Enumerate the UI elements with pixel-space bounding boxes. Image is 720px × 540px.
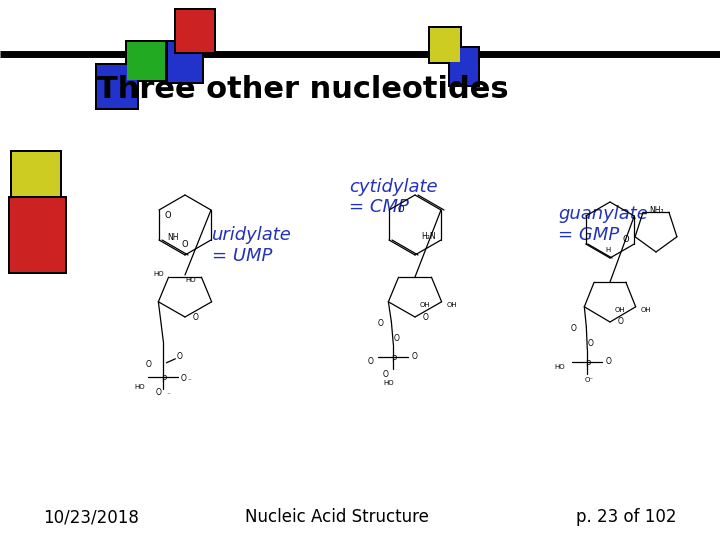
Text: O: O — [156, 388, 161, 397]
Text: O: O — [606, 357, 611, 366]
Text: O: O — [377, 319, 383, 328]
Text: P: P — [161, 375, 166, 384]
Text: O: O — [367, 357, 374, 366]
Text: cytidylate
= CMP: cytidylate = CMP — [349, 178, 438, 217]
Bar — [166, 40, 204, 84]
Bar — [430, 28, 460, 62]
Bar — [127, 42, 165, 80]
Bar — [168, 42, 202, 82]
Text: P: P — [585, 360, 590, 369]
Bar — [95, 63, 139, 110]
Text: O: O — [193, 313, 199, 321]
Text: OH: OH — [420, 302, 431, 308]
Text: OH: OH — [446, 302, 457, 308]
Text: HO: HO — [554, 364, 565, 370]
Text: 10/23/2018: 10/23/2018 — [43, 509, 139, 526]
Text: HO: HO — [153, 271, 163, 277]
Bar — [10, 198, 65, 272]
Text: HO: HO — [135, 384, 145, 390]
Bar — [12, 152, 60, 220]
Text: O: O — [570, 325, 576, 333]
Text: O: O — [618, 318, 624, 327]
Text: O: O — [181, 374, 186, 383]
Text: NH: NH — [167, 233, 179, 242]
Bar — [448, 46, 480, 87]
Text: OH: OH — [615, 307, 626, 313]
Text: Nucleic Acid Structure: Nucleic Acid Structure — [245, 509, 428, 526]
Bar — [125, 40, 167, 82]
Bar — [10, 150, 62, 222]
Text: O: O — [176, 352, 182, 361]
Text: NH₂: NH₂ — [649, 206, 664, 215]
Text: p. 23 of 102: p. 23 of 102 — [576, 509, 677, 526]
Text: O: O — [382, 370, 388, 379]
Text: O: O — [623, 235, 629, 245]
Text: Three other nucleotides: Three other nucleotides — [97, 75, 509, 104]
Text: H: H — [606, 247, 611, 253]
Text: uridylate
= UMP: uridylate = UMP — [212, 226, 292, 265]
Bar — [450, 48, 478, 85]
Text: ⁻: ⁻ — [166, 393, 170, 399]
Bar — [174, 8, 216, 54]
Bar — [97, 65, 137, 108]
Text: O: O — [145, 360, 151, 369]
Text: O: O — [588, 339, 593, 348]
Text: O: O — [164, 211, 171, 219]
Text: guanylate
= GMP: guanylate = GMP — [558, 205, 648, 244]
Text: HO: HO — [186, 277, 197, 283]
Bar — [176, 10, 214, 52]
Text: O: O — [423, 313, 429, 321]
Bar — [428, 26, 462, 64]
Bar — [8, 196, 67, 274]
Text: O⁻: O⁻ — [585, 377, 594, 383]
Text: ⁻: ⁻ — [187, 379, 191, 385]
Text: O: O — [181, 240, 189, 249]
Text: O: O — [393, 334, 400, 343]
Text: OH: OH — [641, 307, 652, 313]
Text: HO: HO — [383, 380, 394, 386]
Text: O: O — [397, 206, 404, 214]
Text: H₂N: H₂N — [421, 232, 436, 240]
Text: O: O — [411, 352, 418, 361]
Text: P: P — [391, 355, 396, 364]
